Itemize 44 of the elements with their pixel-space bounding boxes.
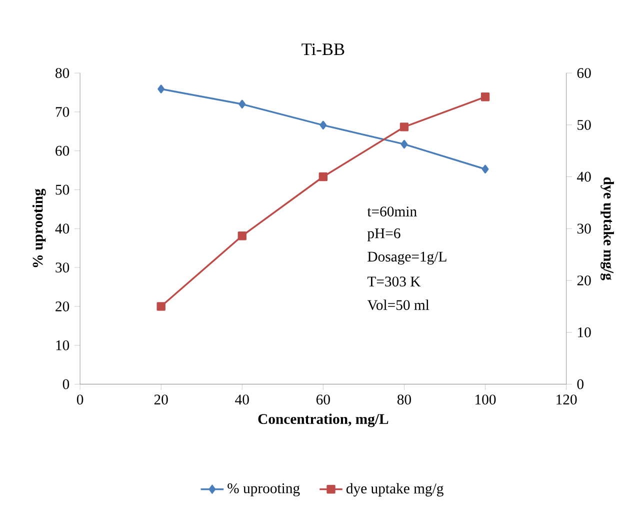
- annotation: t=60min: [367, 206, 417, 217]
- x-tick-label: 100: [476, 394, 496, 405]
- x-axis-title: Concentration, mg/L: [258, 414, 388, 428]
- point: [480, 92, 490, 102]
- y-tick-label: 0: [62, 379, 70, 390]
- point: [400, 140, 408, 149]
- point: [238, 232, 246, 240]
- point: [158, 84, 165, 94]
- x-tick-label: 20: [154, 394, 168, 405]
- x-tick-label: 120: [556, 394, 577, 405]
- y-tick-label: 30: [56, 262, 70, 273]
- y2-tick-label: 0: [577, 379, 584, 390]
- point: [320, 121, 327, 130]
- annotation: pH=6: [367, 228, 400, 242]
- y2-tick-label: 40: [577, 172, 591, 182]
- legend-label: dye uptake mg/g: [346, 483, 444, 497]
- y-tick-label: 60: [56, 146, 70, 156]
- point: [238, 100, 246, 109]
- y2-tick-label: 60: [577, 68, 591, 78]
- y-tick-label: 10: [56, 340, 70, 350]
- legend-label: % uprooting: [228, 484, 300, 496]
- point: [318, 172, 328, 182]
- y-axis-title: % uprooting: [32, 188, 46, 268]
- y2-tick-label: 50: [578, 120, 591, 130]
- y2-axis-title: dye uptake mg/g: [600, 178, 614, 280]
- y2-tick-label: 20: [577, 276, 591, 286]
- chart-title: Ti-BB: [302, 44, 344, 56]
- point: [400, 122, 409, 132]
- x-tick-label: 80: [397, 394, 411, 405]
- y-tick-label: 80: [56, 68, 70, 78]
- point: [156, 302, 166, 311]
- annotation: Dosage=1g/L: [368, 252, 446, 265]
- y2-tick-label: 30: [577, 224, 591, 234]
- y-tick-label: 20: [56, 302, 70, 312]
- y-tick-label: 50: [56, 184, 70, 195]
- point: [482, 164, 489, 174]
- x-tick-label: 40: [235, 394, 249, 405]
- y2-tick-label: 10: [578, 328, 591, 338]
- x-tick-label: 60: [316, 394, 330, 405]
- y-tick-label: 70: [56, 107, 70, 118]
- annotation: Vol=50 ml: [367, 300, 430, 310]
- annotation: T=303 K: [367, 276, 421, 287]
- x-tick-label: 0: [76, 394, 84, 405]
- y-tick-label: 40: [55, 224, 70, 234]
